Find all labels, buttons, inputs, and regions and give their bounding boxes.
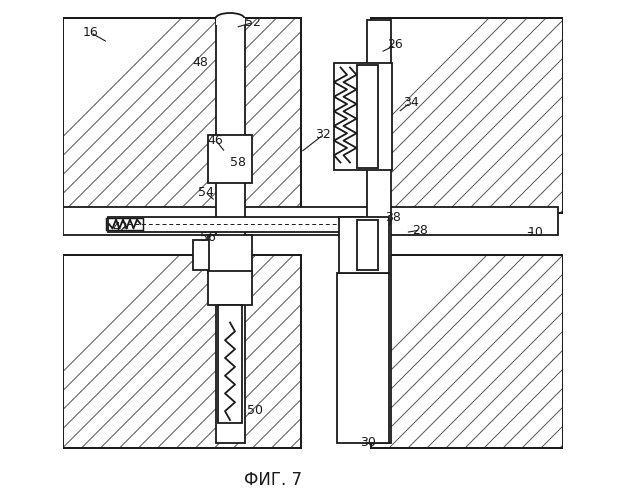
Bar xyxy=(337,272,389,442)
Text: ФИГ. 7: ФИГ. 7 xyxy=(244,471,302,489)
Text: 48: 48 xyxy=(193,56,208,69)
Text: 58: 58 xyxy=(230,156,246,169)
Text: 28: 28 xyxy=(413,224,428,236)
Bar xyxy=(339,218,389,272)
Bar xyxy=(208,271,252,305)
Bar xyxy=(215,18,245,25)
Bar xyxy=(371,255,563,448)
Bar xyxy=(106,218,143,230)
Bar xyxy=(63,255,300,448)
Bar xyxy=(208,135,252,182)
Bar xyxy=(371,18,563,212)
Bar xyxy=(63,255,300,448)
Text: 50: 50 xyxy=(247,404,264,416)
Text: 26: 26 xyxy=(387,38,403,52)
Bar xyxy=(218,305,242,422)
Bar xyxy=(63,18,300,212)
Bar xyxy=(356,220,377,270)
Bar xyxy=(366,20,391,442)
Text: 16: 16 xyxy=(83,26,98,39)
Text: 56: 56 xyxy=(200,231,216,244)
Bar xyxy=(215,20,245,442)
Text: 52: 52 xyxy=(245,16,261,29)
Text: 38: 38 xyxy=(385,211,401,224)
Bar xyxy=(108,216,363,232)
Bar xyxy=(334,62,391,170)
Bar xyxy=(208,235,252,273)
Bar xyxy=(63,18,300,212)
Bar xyxy=(63,208,558,235)
Text: 34: 34 xyxy=(403,96,418,109)
Text: 32: 32 xyxy=(315,128,331,141)
Text: 54: 54 xyxy=(198,186,213,199)
Text: 30: 30 xyxy=(360,436,376,449)
Bar xyxy=(193,240,209,270)
Ellipse shape xyxy=(215,13,245,24)
Bar xyxy=(371,255,563,448)
Bar xyxy=(371,18,563,212)
Text: 42: 42 xyxy=(113,221,128,234)
Text: 10: 10 xyxy=(528,226,543,239)
Bar xyxy=(356,65,377,168)
Text: 46: 46 xyxy=(208,134,223,146)
